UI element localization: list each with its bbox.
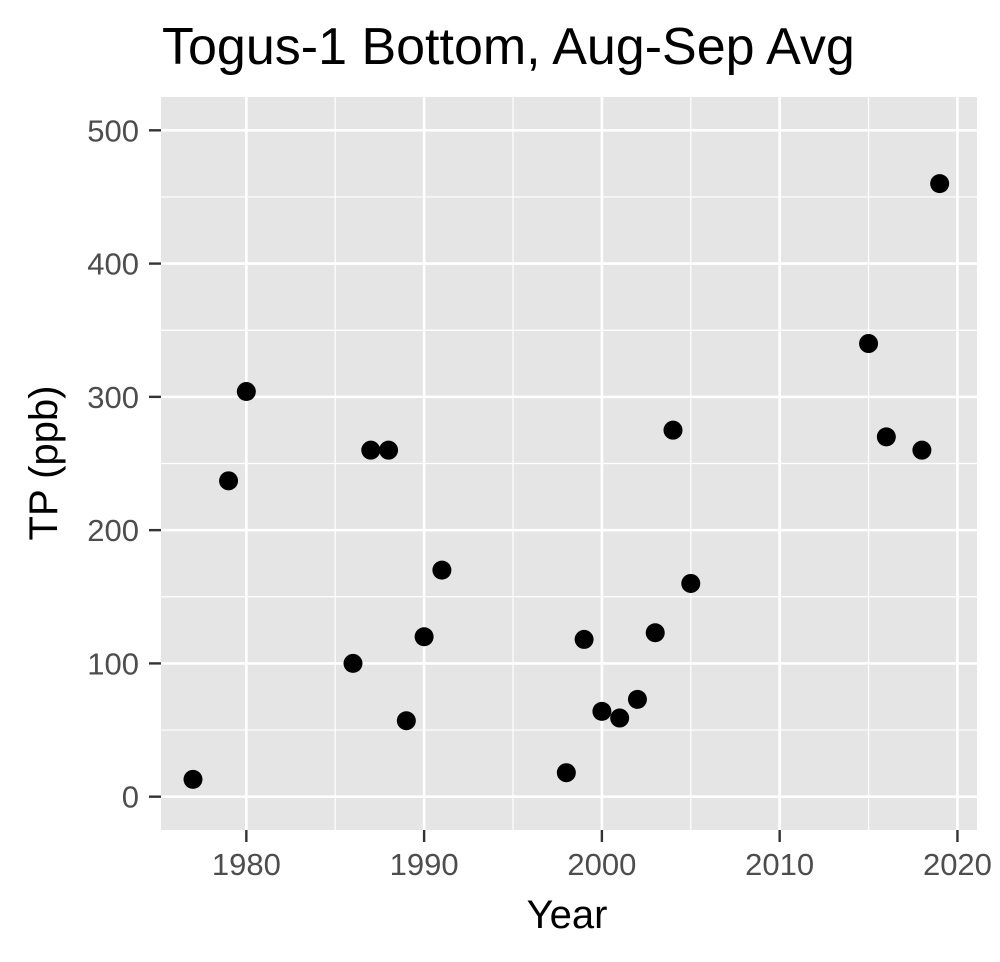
data-point <box>396 711 416 731</box>
y-tick-label: 300 <box>87 380 139 415</box>
data-point <box>876 427 896 447</box>
data-point <box>361 440 381 460</box>
y-tick-label: 400 <box>87 247 139 282</box>
chart-title: Togus-1 Bottom, Aug-Sep Avg <box>162 18 855 76</box>
y-tick-label: 200 <box>87 513 139 548</box>
data-point <box>219 471 239 491</box>
data-point <box>663 420 683 440</box>
data-point <box>414 627 434 647</box>
data-points <box>183 174 950 789</box>
x-tick-label: 2020 <box>923 847 992 882</box>
data-point <box>556 763 576 783</box>
data-point <box>183 769 203 789</box>
minor-gridlines <box>161 97 977 830</box>
y-tick-label: 500 <box>87 113 139 148</box>
data-point <box>681 573 701 593</box>
y-tick-label: 100 <box>87 646 139 681</box>
x-tick-label: 1980 <box>212 847 281 882</box>
data-point <box>379 440 399 460</box>
data-point <box>930 174 950 194</box>
x-tick-label: 1990 <box>390 847 459 882</box>
data-point <box>627 689 647 709</box>
y-tick-label: 0 <box>122 780 139 815</box>
data-point <box>610 708 630 728</box>
data-point <box>859 334 879 354</box>
x-axis-title: Year <box>527 893 608 937</box>
data-point <box>236 382 256 402</box>
major-gridlines <box>161 97 977 830</box>
x-tick-label: 2000 <box>567 847 636 882</box>
data-point <box>645 623 665 643</box>
data-point <box>574 629 594 649</box>
x-tick-label: 2010 <box>745 847 814 882</box>
y-axis: 0 100 200 300 400 500 <box>87 113 161 815</box>
data-point <box>592 701 612 721</box>
x-axis: 1980 1990 2000 2010 2020 <box>212 830 992 882</box>
y-axis-title: TP (ppb) <box>22 386 66 541</box>
data-point <box>432 560 452 580</box>
data-point <box>912 440 932 460</box>
data-point <box>343 653 363 673</box>
